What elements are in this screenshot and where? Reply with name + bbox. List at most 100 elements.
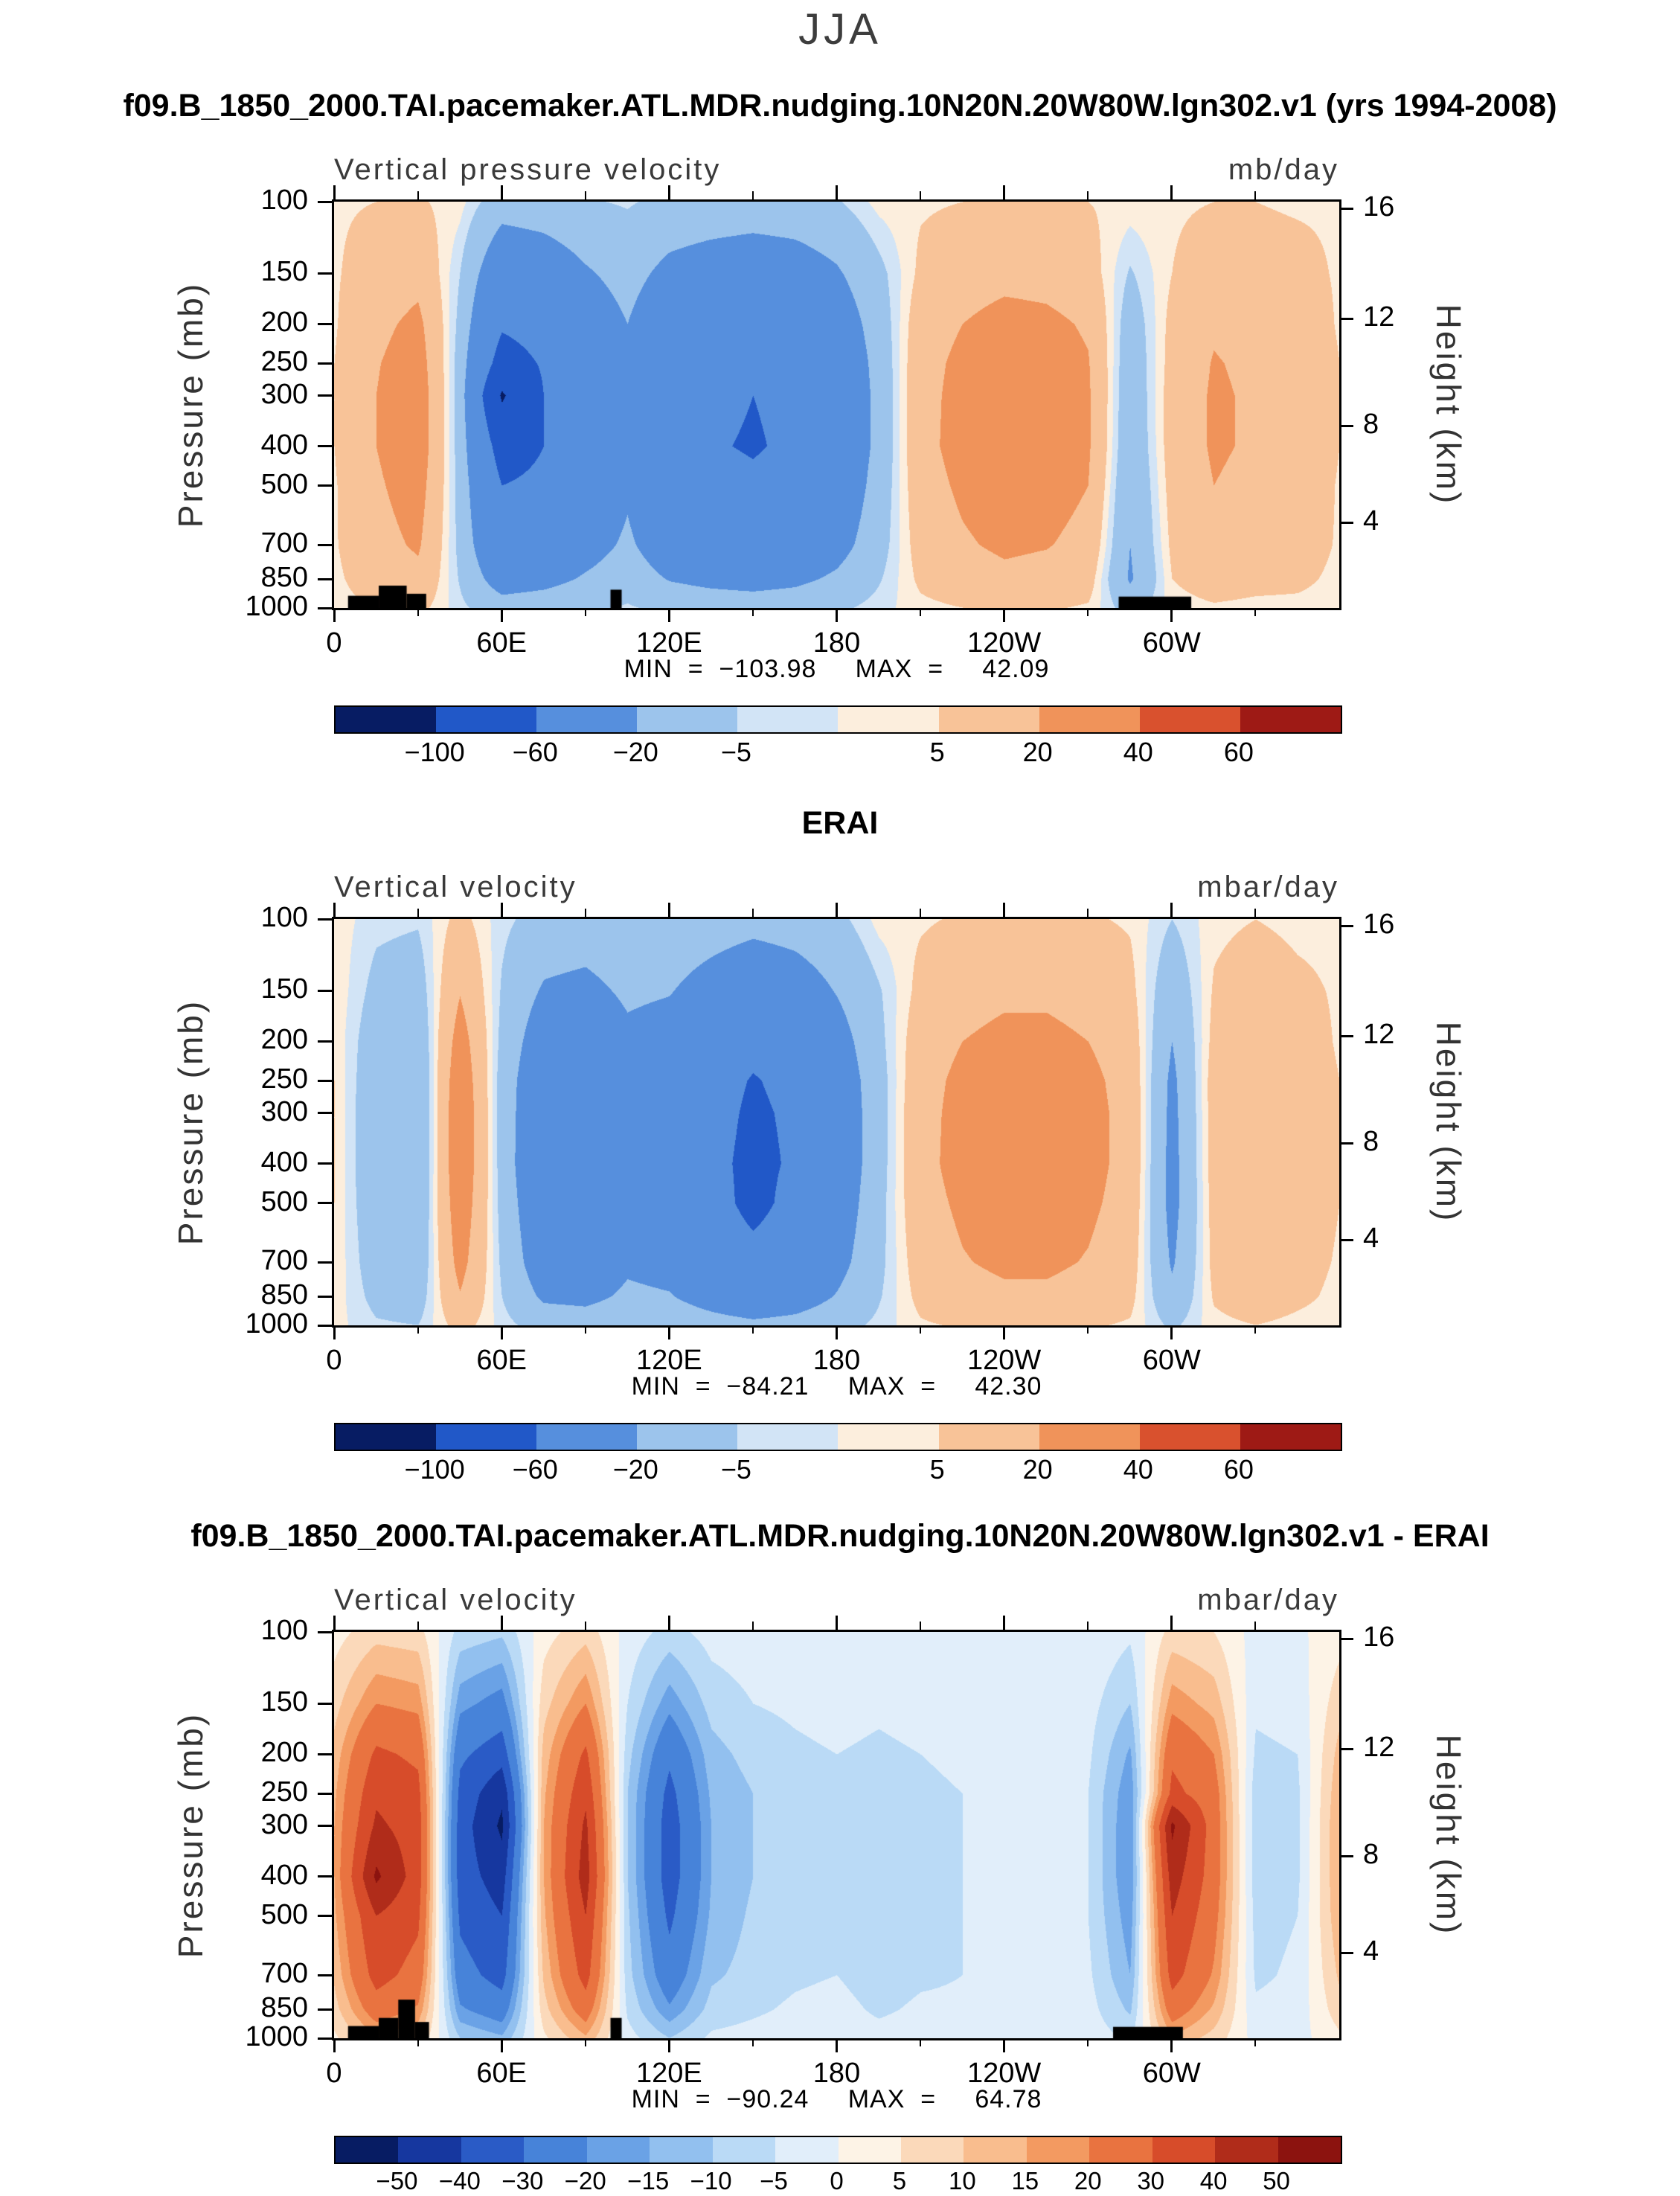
pressure-tick	[318, 1324, 332, 1327]
plot-area: Pressure (mb) Height (km) 0 60E 120E 180 120…	[171, 902, 1468, 1376]
x-minor-tick-top	[751, 909, 754, 917]
pressure-tick	[318, 989, 332, 992]
x-major-tick-top	[836, 903, 838, 917]
pressure-tick-label: 400	[260, 1146, 308, 1178]
colorbar-segment	[650, 2137, 713, 2163]
colorbar-segment	[838, 2137, 901, 2163]
x-tick-label: 60W	[1142, 1345, 1201, 1376]
pressure-tick	[318, 1825, 332, 1827]
height-tick	[1339, 1238, 1353, 1241]
x-tick-label: 120E	[635, 627, 702, 659]
pressure-tick-label: 100	[260, 185, 308, 216]
colorbar-tick-label: −60	[512, 737, 558, 767]
pressure-tick-label: 250	[260, 1776, 308, 1808]
colorbar-tick-label: 0	[830, 2167, 844, 2195]
x-minor-tick	[751, 2038, 754, 2046]
pressure-tick	[318, 1915, 332, 1918]
x-major-tick	[836, 608, 838, 622]
x-major-tick	[333, 608, 336, 622]
colorbar-tick-label: 20	[1074, 2167, 1102, 2195]
pressure-tick	[318, 484, 332, 487]
x-tick-label: 120W	[967, 2058, 1042, 2089]
height-axis-label: Height (km)	[1429, 1734, 1468, 1936]
panel-subtitle-left: Vertical velocity	[334, 871, 577, 903]
panel-subtitle-left: Vertical pressure velocity	[334, 153, 722, 186]
height-tick	[1339, 521, 1353, 524]
x-minor-tick-top	[584, 1622, 586, 1630]
x-major-tick-top	[667, 185, 670, 199]
height-tick	[1339, 1034, 1353, 1037]
panel-title: f09.B_1850_2000.TAI.pacemaker.ATL.MDR.nu…	[123, 88, 1557, 124]
height-tick-label: 8	[1363, 1839, 1379, 1871]
x-major-tick-top	[836, 185, 838, 199]
height-tick-label: 16	[1363, 909, 1395, 941]
colorbar-tick-label: 5	[929, 1454, 945, 1485]
x-major-tick	[500, 2038, 503, 2052]
x-major-tick	[836, 2038, 838, 2052]
colorbar-segment	[1026, 2137, 1090, 2163]
colorbar-segment	[900, 2137, 964, 2163]
x-minor-tick	[751, 1325, 754, 1334]
pressure-tick	[318, 1973, 332, 1976]
x-minor-tick-top	[920, 191, 922, 199]
x-minor-tick	[1087, 608, 1089, 616]
colorbar-tick-label: 50	[1263, 2167, 1290, 2195]
x-tick-label: 180	[812, 2058, 861, 2089]
height-axis-label: Height (km)	[1429, 1021, 1468, 1223]
x-minor-tick-top	[920, 909, 922, 917]
x-minor-tick	[417, 2038, 419, 2046]
x-minor-tick-top	[417, 191, 419, 199]
x-minor-tick-top	[1254, 909, 1257, 917]
colorbar-segment	[737, 1424, 839, 1450]
pressure-tick-label: 500	[260, 1898, 308, 1930]
pressure-tick	[318, 362, 332, 365]
pressure-tick-label: 850	[260, 562, 308, 594]
pressure-tick	[318, 1079, 332, 1082]
pressure-tick-label: 250	[260, 1063, 308, 1095]
x-major-tick	[667, 2038, 670, 2052]
minmax-text: MIN = −90.24 MAX = 64.78	[631, 2085, 1042, 2113]
colorbar-tick-label: −20	[564, 2167, 606, 2195]
colorbar-labels: −100 −60 −20 −5 5 20 40 60	[334, 737, 1339, 769]
x-minor-tick	[920, 1325, 922, 1334]
colorbar-segment	[1039, 707, 1140, 732]
plot-area: Pressure (mb) Height (km) 0 60E 120E 180 120…	[171, 1615, 1468, 2089]
pressure-tick	[318, 577, 332, 580]
colorbar-tick-label: −5	[720, 1454, 751, 1485]
colorbar-tick-label: −20	[612, 1454, 658, 1485]
colorbar-tick-label: −30	[501, 2167, 544, 2195]
pressure-tick	[318, 200, 332, 203]
pressure-tick-label: 250	[260, 346, 308, 378]
panel-units-label: mb/day	[1228, 153, 1339, 186]
colorbar-tick-label: −40	[438, 2167, 481, 2195]
colorbar-segment	[1277, 2137, 1341, 2163]
colorbar-labels: −100 −60 −20 −5 5 20 40 60	[334, 1454, 1339, 1487]
x-major-tick	[1170, 1325, 1173, 1339]
colorbar-tick-label: 40	[1199, 2167, 1228, 2195]
pressure-tick-label: 150	[260, 256, 308, 288]
colorbar-tick-label: 5	[892, 2167, 907, 2195]
pressure-tick	[318, 272, 332, 275]
pressure-tick	[318, 1112, 332, 1114]
panel-model: f09.B_1850_2000.TAI.pacemaker.ATL.MDR.nu…	[0, 88, 1680, 774]
figure-title: JJA	[798, 5, 882, 54]
colorbar-segment	[336, 2137, 399, 2163]
x-minor-tick	[417, 608, 419, 616]
panel-units-label: mbar/day	[1197, 1584, 1339, 1616]
x-minor-tick-top	[920, 1622, 922, 1630]
pressure-tick	[318, 1040, 332, 1043]
height-tick-label: 16	[1363, 191, 1395, 223]
pressure-tick	[318, 543, 332, 546]
pressure-tick-label: 700	[260, 1245, 308, 1277]
colorbar-segment	[1215, 2137, 1278, 2163]
x-major-tick-top	[836, 1616, 838, 1630]
x-minor-tick	[1087, 2038, 1089, 2046]
pressure-tick	[318, 1261, 332, 1264]
x-minor-tick	[584, 2038, 586, 2046]
colorbar-segment	[838, 707, 939, 732]
x-major-tick-top	[1170, 903, 1173, 917]
x-tick-label: 60E	[476, 2058, 527, 2089]
colorbar-tick-label: −5	[760, 2167, 788, 2195]
colorbar-segment	[536, 1424, 638, 1450]
